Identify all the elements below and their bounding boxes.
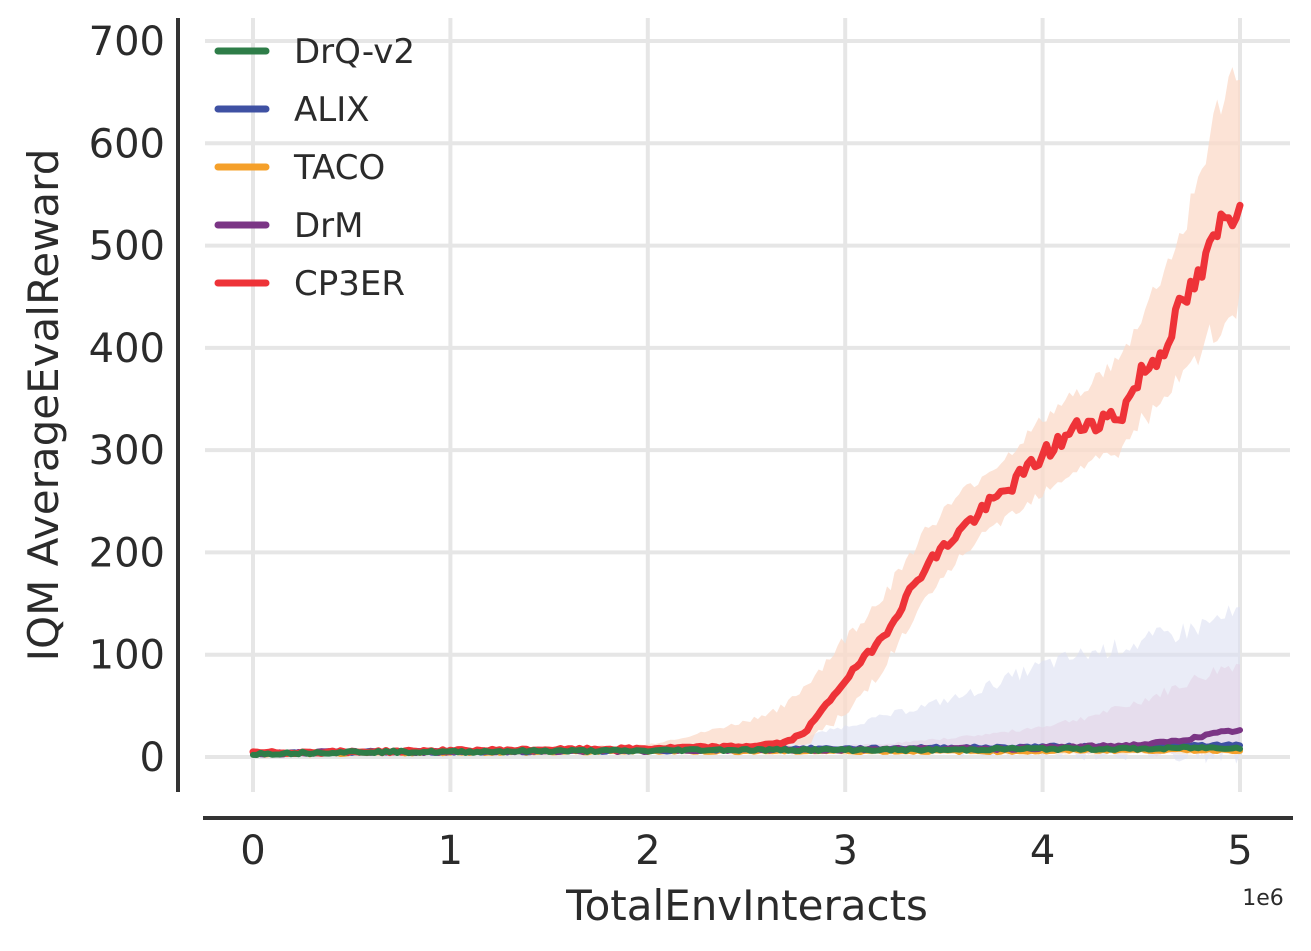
x-tick-label: 4	[1030, 828, 1055, 874]
legend-label: DrQ-v2	[294, 32, 415, 72]
y-tick-label: 500	[89, 224, 165, 270]
series-lines	[249, 201, 1244, 758]
y-tick-label: 600	[89, 121, 165, 167]
x-tick-label: 1	[438, 828, 463, 874]
y-tick-labels: 0 100 200 300 400 500 600 700	[89, 19, 165, 781]
y-tick-label: 100	[89, 633, 165, 679]
x-axis-offset-label: 1e6	[1242, 886, 1284, 911]
legend-label: CP3ER	[294, 264, 405, 304]
legend-label: TACO	[293, 148, 385, 188]
x-tick-labels: 0 1 2 3 4 5	[240, 828, 1252, 874]
legend-label: ALIX	[294, 90, 370, 130]
series-line-drq-v2	[250, 743, 1243, 758]
confidence-bands	[253, 67, 1240, 764]
legend: DrQ-v2 ALIX TACO DrM CP3ER	[214, 32, 415, 304]
x-tick-label: 3	[832, 828, 857, 874]
x-tick-label: 2	[635, 828, 660, 874]
legend-label: DrM	[294, 206, 364, 246]
y-tick-label: 400	[89, 326, 165, 372]
y-axis-label: IQM AverageEvalReward	[19, 149, 68, 662]
band-alix	[253, 605, 1240, 764]
y-tick-label: 700	[89, 19, 165, 65]
x-axis-label: TotalEnvInteracts	[565, 881, 928, 930]
band-drm	[253, 663, 1240, 757]
y-tick-label: 0	[140, 735, 165, 781]
x-tick-label: 5	[1227, 828, 1252, 874]
y-tick-label: 200	[89, 530, 165, 576]
y-tick-label: 300	[89, 428, 165, 474]
x-tick-label: 0	[240, 828, 265, 874]
axes	[176, 18, 1293, 820]
